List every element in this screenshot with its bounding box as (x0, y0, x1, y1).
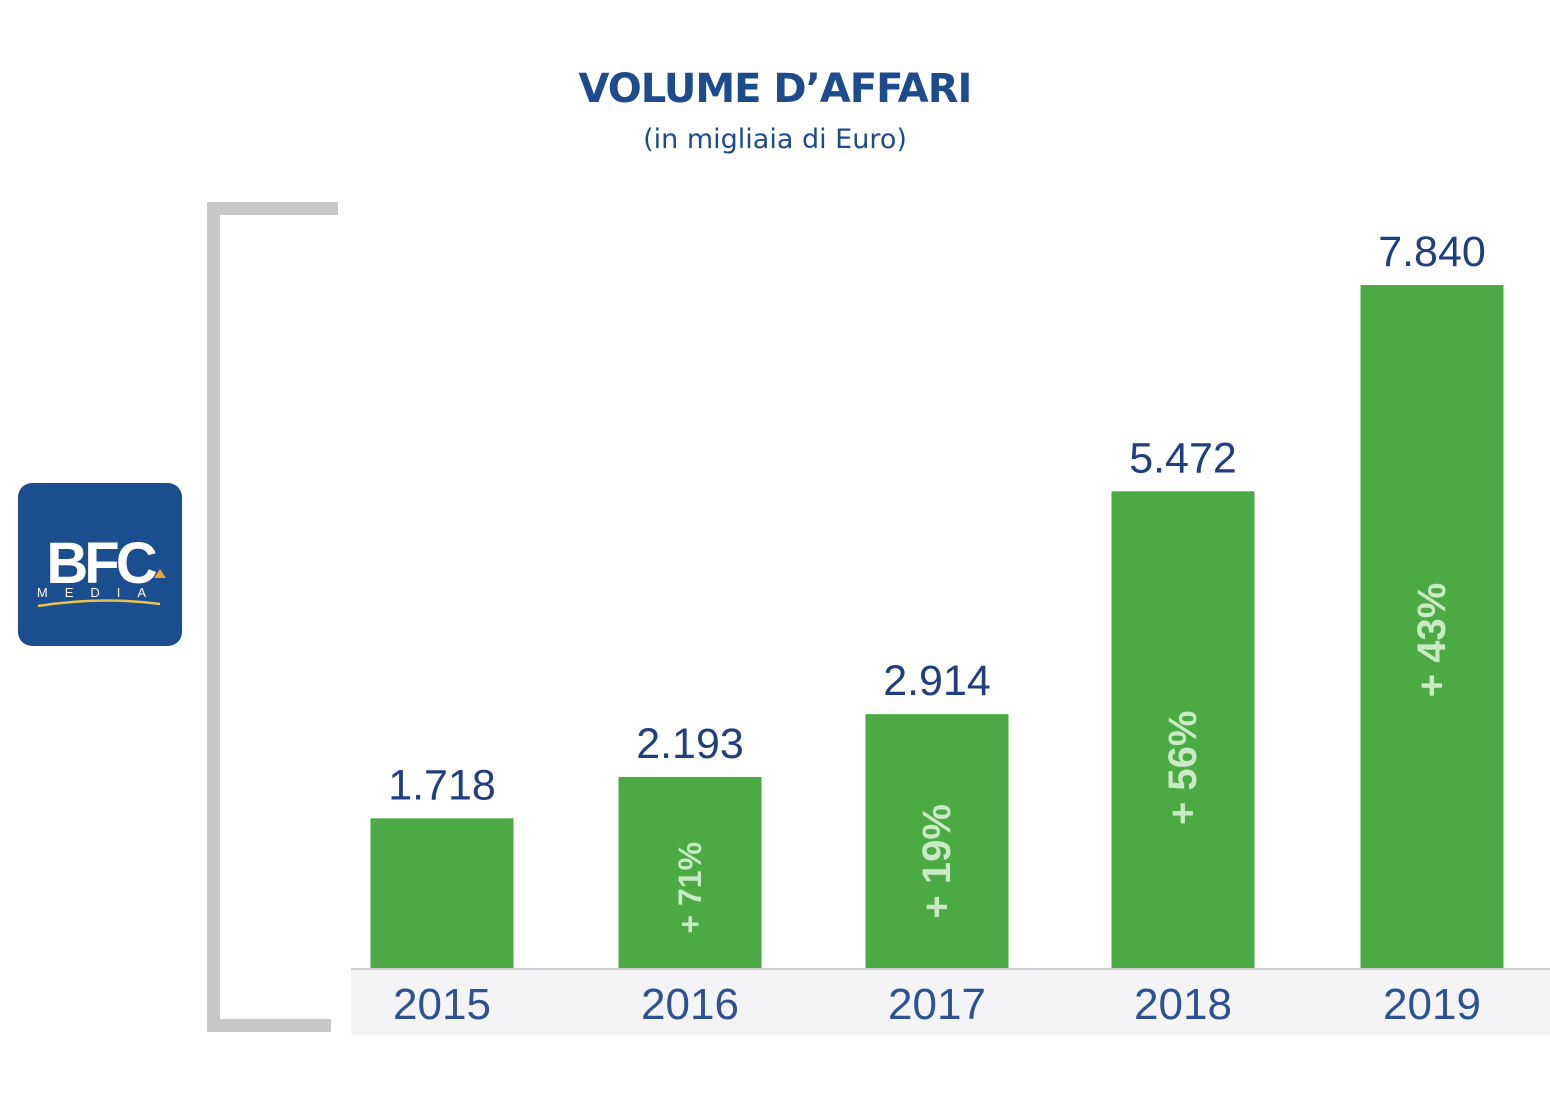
bar-2016 (618, 776, 762, 968)
growth-label-2018: + 56% (1161, 711, 1205, 826)
logo-text: BFC (46, 531, 156, 596)
bar-2017 (865, 714, 1009, 968)
x-tick-label-2019: 2019 (1383, 980, 1481, 1029)
growth-label-2017: + 19% (915, 804, 959, 919)
chart-title: VOLUME D’AFFARI (578, 66, 973, 112)
logo-background (18, 483, 182, 646)
logo-swoosh-icon (37, 599, 161, 608)
x-tick-label-2017: 2017 (888, 980, 986, 1029)
x-axis-band (351, 968, 1550, 1035)
bfc-media-logo: BFC MEDIA (18, 483, 182, 646)
x-tick-label-2018: 2018 (1134, 980, 1232, 1029)
bracket-decoration (207, 202, 338, 1032)
value-label-2015: 1.718 (388, 761, 496, 809)
value-label-2016: 2.193 (636, 720, 744, 768)
growth-label-2019: + 43% (1410, 583, 1454, 698)
logo-triangle-icon (154, 569, 166, 578)
value-label-2018: 5.472 (1129, 434, 1237, 482)
x-tick-label-2016: 2016 (641, 980, 739, 1029)
bar-2019 (1360, 285, 1504, 968)
x-tick-label-2015: 2015 (393, 980, 491, 1029)
bar-2015 (370, 818, 514, 968)
value-label-2019: 7.840 (1378, 228, 1486, 276)
growth-label-2016: + 71% (672, 842, 708, 934)
chart-subtitle: (in migliaia di Euro) (643, 124, 907, 155)
bar-2018 (1111, 491, 1255, 968)
value-label-2017: 2.914 (883, 657, 991, 705)
logo-subtext: MEDIA (37, 585, 163, 600)
